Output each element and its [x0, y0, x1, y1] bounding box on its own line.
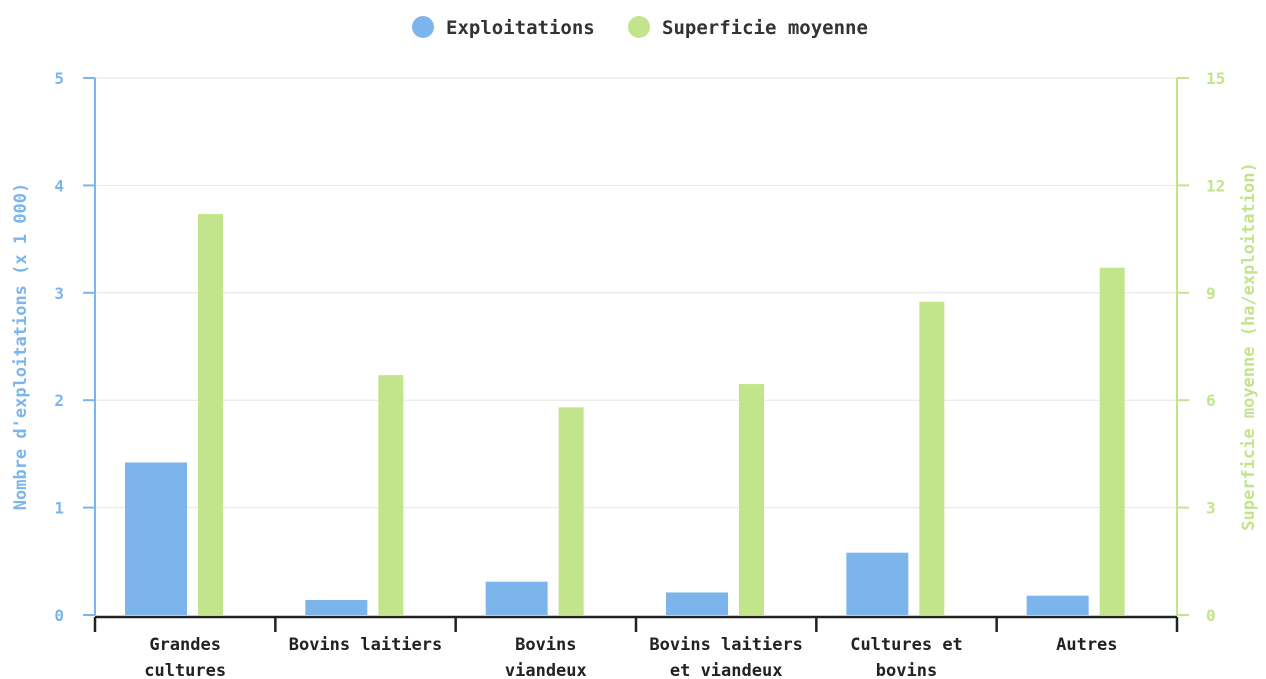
x-axis-category-label: Bovins laitiers: [289, 635, 443, 655]
bar-exploitations: [305, 599, 368, 615]
right-axis-tick-label: 3: [1206, 499, 1216, 518]
bar-exploitations: [846, 552, 909, 615]
right-axis-tick-label: 12: [1206, 176, 1225, 195]
bar-exploitations: [485, 581, 548, 615]
right-axis-tick-label: 0: [1206, 606, 1216, 625]
legend-marker-superficie: [628, 16, 650, 38]
left-axis-tick-label: 1: [54, 499, 64, 518]
left-axis-tick-label: 5: [54, 69, 64, 88]
bar-exploitations: [666, 592, 728, 615]
left-axis-title: Nombre d'exploitations (x 1 000): [11, 183, 31, 511]
bar-exploitations: [125, 462, 187, 615]
x-axis-category-label: cultures: [144, 661, 226, 679]
right-axis-tick-label: 6: [1206, 391, 1216, 410]
left-axis-tick-label: 4: [54, 176, 64, 195]
bar-superficie: [1099, 267, 1125, 615]
bar-superficie: [378, 375, 404, 615]
left-axis-tick-label: 2: [54, 391, 64, 410]
legend-label-superficie: Superficie moyenne: [662, 17, 868, 39]
x-axis-category-label: Bovins laitiers: [649, 635, 803, 655]
legend-label-exploitations: Exploitations: [446, 17, 595, 39]
right-axis-tick-label: 15: [1206, 69, 1225, 88]
bar-superficie: [558, 407, 584, 615]
x-axis-category-label: Autres: [1056, 635, 1117, 655]
right-axis-title: Superficie moyenne (ha/exploitation): [1239, 162, 1259, 530]
x-axis-category-label: Cultures et: [850, 635, 963, 655]
x-axis-category-label: et viandeux: [670, 661, 783, 679]
legend-marker-exploitations: [412, 16, 434, 38]
x-axis-category-label: bovins: [876, 661, 937, 679]
bar-superficie: [919, 301, 945, 615]
bar-superficie: [739, 384, 764, 615]
bar-superficie: [198, 214, 223, 616]
left-axis-tick-label: 0: [54, 606, 64, 625]
x-axis-category-label: viandeux: [505, 661, 587, 679]
left-axis-tick-label: 3: [54, 284, 64, 303]
x-axis-category-label: Bovins: [515, 635, 576, 655]
right-axis-tick-label: 9: [1206, 284, 1216, 303]
x-axis-category-label: Grandes: [149, 635, 221, 655]
bar-exploitations: [1026, 595, 1089, 615]
